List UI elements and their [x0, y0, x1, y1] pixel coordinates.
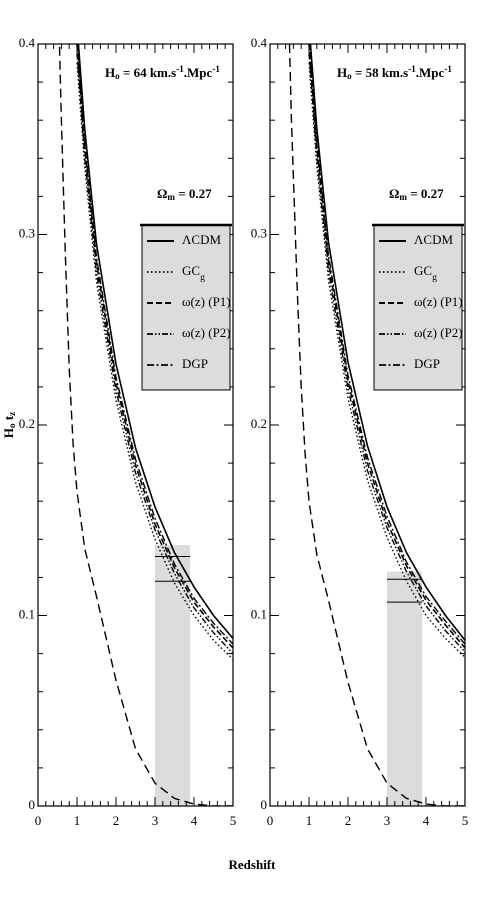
annotation: Ho = 64 km.s-1.Mpc-1 [105, 64, 220, 81]
y-tick-label: 0.2 [251, 416, 267, 431]
annotation-part: .Mpc [416, 65, 445, 80]
curve [76, 44, 233, 645]
legend-label: DGP [182, 356, 208, 371]
y-axis-label: Ho tz [1, 412, 17, 438]
y-tick-label: 0 [261, 797, 268, 812]
legend-title-part: = 0.27 [407, 186, 444, 201]
legend-label-sub: g [200, 272, 205, 283]
legend-title: Ωm = 0.27 [389, 186, 444, 202]
y-tick-label: 0.3 [19, 225, 35, 240]
annotation-part: o [115, 71, 120, 81]
y-axis-label-part: t [1, 415, 16, 423]
legend-title: Ωm = 0.27 [157, 186, 212, 202]
plot-frame [37, 43, 234, 807]
annotation: Ho = 58 km.s-1.Mpc-1 [337, 64, 452, 81]
y-tick-label: 0.4 [19, 35, 36, 50]
legend-label-text: ω(z) (P2) [414, 325, 463, 340]
legend-box [141, 224, 231, 391]
x-tick-label: 1 [74, 813, 81, 828]
annotation-part: .Mpc [184, 65, 213, 80]
x-tick-label: 5 [462, 813, 469, 828]
annotation-part: H [337, 65, 347, 80]
x-tick-label: 0 [267, 813, 274, 828]
x-tick-label: 4 [191, 813, 198, 828]
annotation-part: = 58 km.s [352, 65, 409, 80]
curve [309, 44, 465, 641]
annotation-part: o [347, 71, 352, 81]
annotation-part: -1 [176, 64, 184, 74]
legend-label-text: DGP [414, 356, 440, 371]
x-tick-label: 0 [35, 813, 42, 828]
x-tick-label: 2 [113, 813, 120, 828]
curve [77, 44, 233, 639]
curve [76, 53, 233, 655]
y-axis-label-part: z [7, 412, 17, 416]
legend-label-text: ω(z) (P1) [414, 294, 463, 309]
curve [288, 44, 465, 806]
legend-title-part: Ω [389, 186, 399, 201]
legend-label-text: GC [182, 263, 200, 278]
legend-label: ω(z) (P1) [414, 294, 463, 309]
annotation-part: -1 [212, 64, 220, 74]
shaded-band [387, 571, 423, 806]
y-tick-label: 0.1 [251, 606, 267, 621]
x-tick-label: 3 [152, 813, 159, 828]
x-tick-label: 2 [345, 813, 352, 828]
legend-label: ω(z) (P1) [182, 294, 231, 309]
legend-box [373, 224, 463, 391]
curve [308, 53, 465, 653]
legend-label: ω(z) (P2) [414, 325, 463, 340]
curve [308, 44, 465, 649]
x-tick-label: 5 [230, 813, 237, 828]
curve [76, 44, 233, 649]
x-tick-label: 1 [306, 813, 313, 828]
legend-label: GCg [414, 263, 437, 283]
annotation-part: -1 [444, 64, 452, 74]
legend-title-part: m [399, 192, 407, 202]
shaded-band [155, 545, 191, 806]
y-tick-label: 0.2 [19, 416, 35, 431]
y-tick-label: 0.1 [19, 606, 35, 621]
curve [308, 62, 465, 658]
legend-title-part: Ω [157, 186, 167, 201]
legend-label: GCg [182, 263, 205, 283]
y-axis-label-part: H [1, 428, 16, 438]
annotation-part: = 64 km.s [120, 65, 177, 80]
legend-label-text: ΛCDM [182, 232, 221, 247]
x-tick-label: 3 [384, 813, 391, 828]
curve [308, 44, 465, 645]
legend-label: ΛCDM [182, 232, 221, 247]
y-tick-label: 0.3 [251, 225, 267, 240]
legend-label: DGP [414, 356, 440, 371]
y-axis-label-part: o [7, 423, 17, 428]
plot-frame [269, 43, 466, 807]
legend-label-text: GC [414, 263, 432, 278]
y-tick-label: 0 [29, 797, 36, 812]
legend-label: ΛCDM [414, 232, 453, 247]
x-axis-label: Redshift [229, 857, 277, 872]
legend-label-text: DGP [182, 356, 208, 371]
legend-title-part: = 0.27 [175, 186, 212, 201]
legend-label-sub: g [432, 272, 437, 283]
legend-label: ω(z) (P2) [182, 325, 231, 340]
legend-label-text: ΛCDM [414, 232, 453, 247]
y-tick-label: 0.4 [251, 35, 268, 50]
legend-label-text: ω(z) (P2) [182, 325, 231, 340]
legend-label-text: ω(z) (P1) [182, 294, 231, 309]
legend-title-part: m [167, 192, 175, 202]
x-tick-label: 4 [423, 813, 430, 828]
annotation-part: -1 [408, 64, 416, 74]
curve [58, 44, 233, 806]
annotation-part: H [105, 65, 115, 80]
